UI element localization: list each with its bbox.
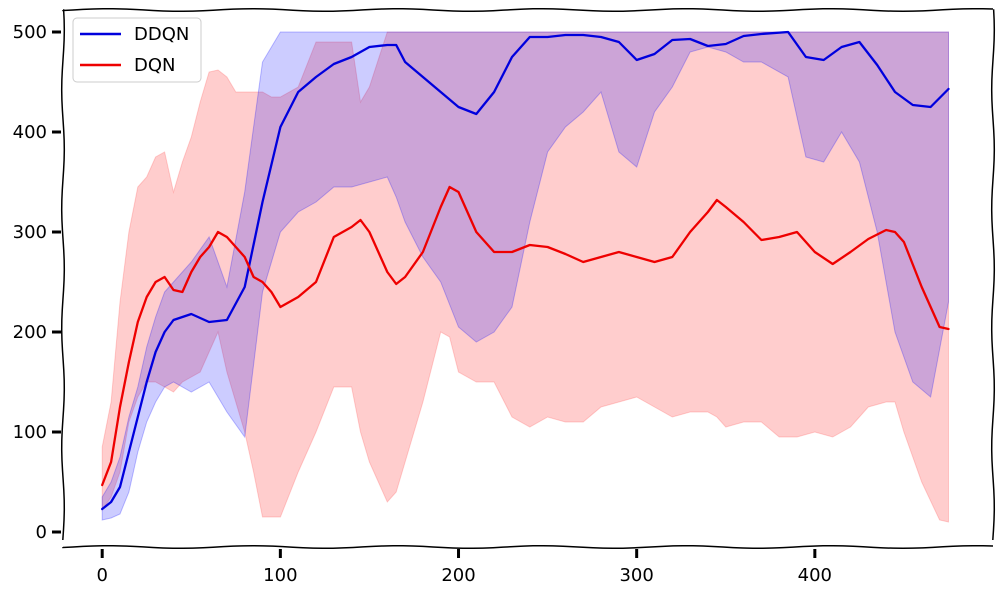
x-tick-label-400: 400 bbox=[798, 565, 832, 586]
band-ddqn bbox=[101, 31, 949, 521]
x-tick-label-100: 100 bbox=[263, 565, 297, 586]
x-axis-ticks: 0 100 200 300 400 bbox=[96, 549, 832, 586]
legend-label-dqn: DQN bbox=[134, 55, 176, 76]
confidence-bands bbox=[101, 31, 949, 523]
y-tick-label-500: 500 bbox=[13, 22, 47, 43]
x-tick-label-200: 200 bbox=[441, 565, 475, 586]
frame-top bbox=[62, 7, 994, 13]
y-tick-label-100: 100 bbox=[13, 422, 47, 443]
band-dqn bbox=[101, 31, 949, 523]
frame-right bbox=[990, 9, 996, 541]
frame-bottom bbox=[62, 544, 994, 550]
y-tick-label-400: 400 bbox=[13, 122, 47, 143]
series-lines bbox=[101, 30, 950, 511]
axes-frame bbox=[60, 7, 996, 550]
series-line-dqn bbox=[101, 185, 950, 487]
y-tick-label-300: 300 bbox=[13, 222, 47, 243]
legend: DDQN DQN bbox=[72, 17, 202, 83]
series-line-ddqn bbox=[101, 30, 950, 511]
legend-label-ddqn: DDQN bbox=[134, 24, 189, 45]
frame-left bbox=[60, 9, 66, 541]
y-axis-ticks: 0 100 200 300 400 500 bbox=[13, 22, 61, 543]
y-tick-label-0: 0 bbox=[36, 522, 47, 543]
x-tick-label-0: 0 bbox=[96, 565, 107, 586]
y-tick-label-200: 200 bbox=[13, 322, 47, 343]
x-tick-label-300: 300 bbox=[619, 565, 653, 586]
